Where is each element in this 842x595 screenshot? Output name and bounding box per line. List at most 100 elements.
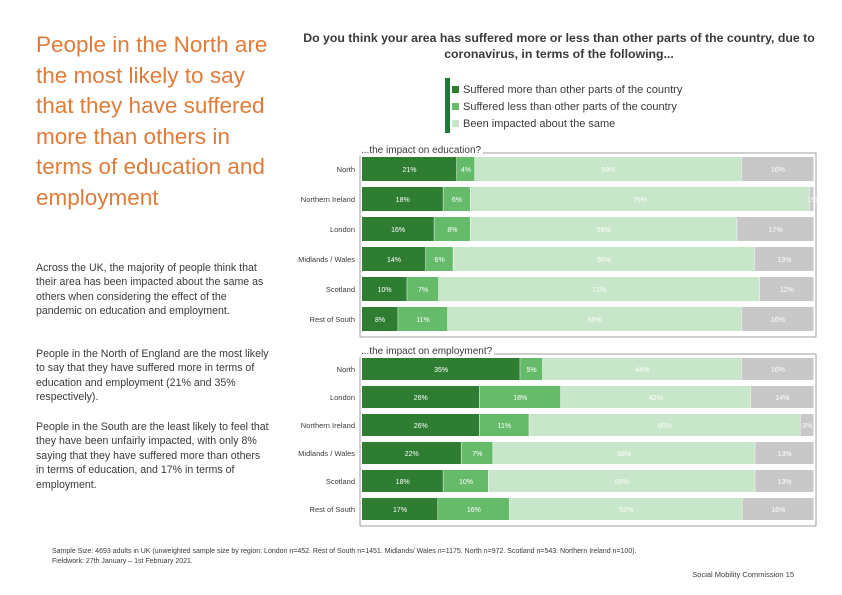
legend-item-less: Suffered less than other parts of the co…: [450, 98, 808, 115]
education-bar-segment: [362, 307, 398, 331]
employment-data-label: 10%: [459, 479, 473, 486]
education-data-label: 16%: [771, 167, 785, 174]
legend-label-same: Been impacted about the same: [463, 117, 616, 130]
employment-bar-segment: [750, 386, 814, 408]
employment-data-label: 59%: [615, 479, 629, 486]
employment-bar-segment: [560, 386, 751, 408]
education-data-label: 8%: [375, 317, 385, 324]
employment-bar-segment: [362, 470, 443, 492]
legend-swatch-more: [452, 86, 459, 93]
education-bar-segment: [362, 277, 407, 301]
legend-swatch-less: [452, 103, 459, 110]
legend-item-more: Suffered more than other parts of the co…: [450, 81, 808, 98]
education-bar-segment: [453, 247, 755, 271]
employment-data-label: 17%: [393, 507, 407, 514]
education-data-label: 10%: [378, 287, 392, 294]
education-bar-segment: [434, 217, 470, 241]
employment-data-label: 42%: [649, 395, 663, 402]
education-category-label: North: [337, 165, 355, 174]
education-category-label: London: [330, 225, 355, 234]
education-data-label: 59%: [597, 227, 611, 234]
employment-bar-segment: [542, 358, 742, 380]
legend-swatch-same: [452, 120, 459, 127]
employment-category-label: Rest of South: [310, 505, 355, 514]
body-paragraph-1: Across the UK, the majority of people th…: [36, 262, 264, 318]
education-data-label: 13%: [777, 257, 791, 264]
employment-bar-segment: [520, 358, 543, 380]
education-category-label: Scotland: [326, 285, 355, 294]
page-headline: People in the North are the most likely …: [36, 32, 268, 210]
employment-data-label: 5%: [526, 367, 536, 374]
education-bar-segment: [475, 157, 742, 181]
employment-data-label: 7%: [472, 451, 482, 458]
employment-chart-title: ...the impact on employment?: [359, 346, 495, 357]
education-category-label: Rest of South: [310, 315, 355, 324]
employment-data-label: 44%: [635, 367, 649, 374]
employment-bar-segment: [443, 470, 489, 492]
survey-question: Do you think your area has suffered more…: [303, 31, 815, 61]
employment-bar-segment: [741, 358, 814, 380]
employment-data-label: 13%: [778, 479, 792, 486]
education-data-label: 14%: [387, 257, 401, 264]
chart-legend: Suffered more than other parts of the co…: [445, 78, 808, 133]
employment-bar-segment: [362, 498, 438, 520]
education-bar-segment: [362, 187, 443, 211]
education-data-label: 18%: [396, 197, 410, 204]
employment-data-label: 18%: [513, 395, 527, 402]
education-data-label: 6%: [435, 257, 445, 264]
education-data-label: 16%: [391, 227, 405, 234]
employment-data-label: 16%: [771, 367, 785, 374]
employment-chart-frame: [359, 353, 817, 527]
education-data-label: 12%: [780, 287, 794, 294]
employment-data-label: 58%: [617, 451, 631, 458]
employment-data-label: 14%: [775, 395, 789, 402]
education-bar-segment: [425, 247, 453, 271]
employment-data-label: 16%: [467, 507, 481, 514]
employment-data-label: 52%: [619, 507, 633, 514]
employment-bar-segment: [479, 414, 529, 436]
legend-label-more: Suffered more than other parts of the co…: [463, 83, 683, 96]
education-data-label: 8%: [447, 227, 457, 234]
employment-bar-segment: [755, 470, 814, 492]
employment-bar-segment: [362, 442, 461, 464]
education-bar-segment: [407, 277, 439, 301]
education-category-label: Midlands / Wales: [298, 255, 355, 264]
employment-bar-segment: [742, 498, 814, 520]
employment-bar-segment: [362, 386, 480, 408]
education-bar-segment: [362, 157, 457, 181]
employment-bar-segment: [362, 414, 480, 436]
education-data-label: 21%: [402, 167, 416, 174]
education-data-label: 75%: [633, 197, 647, 204]
employment-category-label: North: [337, 365, 355, 374]
employment-data-label: 18%: [396, 479, 410, 486]
education-bar-segment: [741, 157, 814, 181]
education-category-label: Northern Ireland: [301, 195, 355, 204]
education-bar-segment: [470, 187, 809, 211]
employment-data-label: 16%: [771, 507, 785, 514]
education-bar-segment: [470, 217, 737, 241]
employment-category-label: Northern Ireland: [301, 421, 355, 430]
employment-data-label: 26%: [414, 423, 428, 430]
employment-category-label: Midlands / Wales: [298, 449, 355, 458]
body-paragraph-2: People in the North of England are the m…: [36, 348, 269, 404]
employment-bar-segment: [438, 498, 510, 520]
employment-bar-segment: [479, 386, 561, 408]
education-bar-segment: [362, 247, 426, 271]
education-chart-frame: [359, 152, 817, 338]
employment-data-label: 3%: [802, 423, 812, 430]
footnote-fieldwork: Fieldwork: 27th January – 1st February 2…: [52, 557, 193, 565]
employment-bar-segment: [493, 442, 755, 464]
employment-bar-segment: [362, 358, 520, 380]
education-bar-segment: [759, 277, 814, 301]
education-bar-segment: [456, 157, 475, 181]
education-data-label: 7%: [418, 287, 428, 294]
education-bar-segment: [443, 187, 470, 211]
education-bar-segment: [741, 307, 814, 331]
employment-bar-segment: [488, 470, 755, 492]
employment-data-label: 13%: [778, 451, 792, 458]
education-data-label: 1%: [807, 197, 817, 204]
education-chart-title: ...the impact on education?: [359, 145, 484, 156]
education-data-label: 4%: [461, 167, 471, 174]
employment-bar-segment: [800, 414, 814, 436]
